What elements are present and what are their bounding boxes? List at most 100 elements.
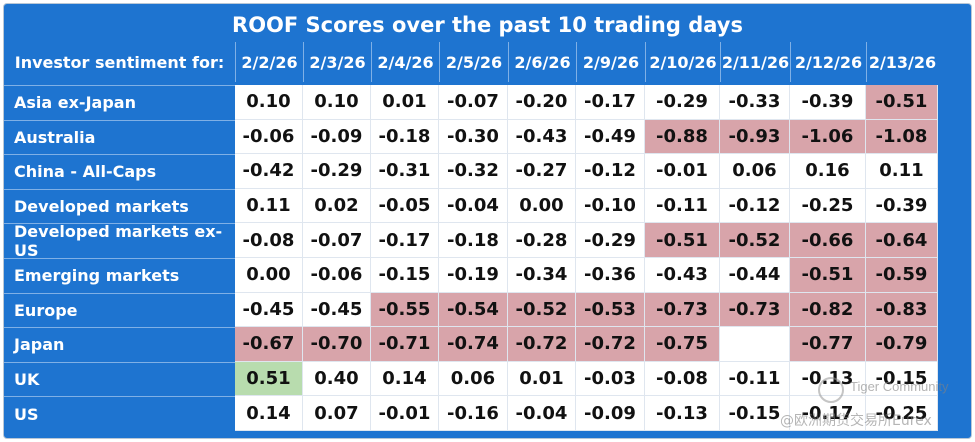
score-cell: -0.11 (645, 188, 720, 224)
score-cell: -0.16 (439, 396, 508, 431)
score-cell: -0.15 (371, 258, 439, 293)
score-cell: -0.70 (303, 327, 371, 362)
score-cell: 0.06 (720, 154, 790, 189)
score-cell: -0.43 (508, 119, 576, 155)
score-cell: -0.52 (720, 223, 790, 258)
score-cell: -0.45 (303, 292, 371, 328)
score-cell: -0.59 (866, 258, 938, 293)
row-label-7: Japan (4, 327, 235, 362)
score-cell: -0.51 (866, 85, 938, 120)
score-cell: -0.08 (235, 223, 303, 258)
score-cell: -0.19 (439, 258, 508, 293)
score-cell: -0.75 (645, 327, 720, 362)
score-cell: -0.09 (303, 119, 371, 155)
score-cell: 0.07 (303, 396, 371, 431)
score-cell: -0.12 (576, 154, 645, 189)
score-cell: -0.07 (303, 223, 371, 258)
score-cell: 0.11 (866, 154, 938, 189)
row-label-1: Australia (4, 119, 235, 155)
score-cell: -0.77 (790, 327, 866, 362)
score-cell: -0.36 (576, 258, 645, 293)
score-cell: -0.51 (645, 223, 720, 258)
score-cell: -0.32 (439, 154, 508, 189)
score-cell: -0.45 (235, 292, 303, 328)
score-cell: -0.28 (508, 223, 576, 258)
score-cell: -0.04 (508, 396, 576, 431)
score-cell: -1.06 (790, 119, 866, 155)
score-cell: -0.54 (439, 292, 508, 328)
column-header-5: 2/9/26 (576, 42, 645, 82)
row-label-4: Developed markets ex-US (4, 222, 235, 260)
score-cell: -0.39 (866, 188, 938, 224)
score-cell: -1.08 (866, 119, 938, 155)
score-cell: -0.39 (790, 85, 866, 120)
score-cell: -0.03 (576, 361, 645, 397)
column-header-7: 2/11/26 (720, 42, 790, 82)
score-cell: -0.52 (508, 292, 576, 328)
row-label-8: UK (4, 361, 235, 397)
score-cell: -0.15 (720, 396, 790, 431)
score-cell: -0.55 (371, 292, 439, 328)
score-cell: -0.05 (371, 188, 439, 224)
score-cell: -0.64 (866, 223, 938, 258)
score-cell: -0.17 (371, 223, 439, 258)
score-cell: -0.07 (439, 85, 508, 120)
score-cell: -0.11 (720, 361, 790, 397)
score-cell: -0.18 (371, 119, 439, 155)
score-cell: -0.82 (790, 292, 866, 328)
score-cell: -0.51 (790, 258, 866, 293)
score-cell: -0.25 (790, 188, 866, 224)
score-cell: 0.10 (303, 85, 371, 120)
column-header-1: 2/3/26 (303, 42, 371, 82)
column-header-0: 2/2/26 (235, 42, 303, 82)
score-cell: -0.13 (645, 396, 720, 431)
score-cell: -0.18 (439, 223, 508, 258)
score-cell: -0.49 (576, 119, 645, 155)
score-cell: -0.66 (790, 223, 866, 258)
score-cell: -0.67 (235, 327, 303, 362)
score-cell: -0.31 (371, 154, 439, 189)
score-cell: -0.04 (439, 188, 508, 224)
score-cell: -0.88 (645, 119, 720, 155)
column-header-3: 2/5/26 (439, 42, 508, 82)
score-cell: 0.11 (235, 188, 303, 224)
score-cell: -0.06 (303, 258, 371, 293)
score-cell: -0.72 (508, 327, 576, 362)
score-cell: 0.40 (303, 361, 371, 397)
score-cell: -0.83 (866, 292, 938, 328)
score-cell: -0.29 (576, 223, 645, 258)
row-label-0: Asia ex-Japan (4, 85, 235, 120)
score-cell: 0.01 (508, 361, 576, 397)
row-label-6: Europe (4, 292, 235, 328)
score-cell: -0.34 (508, 258, 576, 293)
score-cell: -0.09 (576, 396, 645, 431)
score-cell: -0.30 (439, 119, 508, 155)
row-label-5: Emerging markets (4, 258, 235, 293)
score-cell: -0.73 (720, 292, 790, 328)
score-cell: -0.93 (720, 119, 790, 155)
score-cell: 0.10 (235, 85, 303, 120)
score-cell (720, 327, 790, 362)
column-header-9: 2/13/26 (866, 42, 938, 82)
score-cell: 0.51 (235, 361, 303, 397)
score-cell: -0.72 (576, 327, 645, 362)
score-cell: 0.16 (790, 154, 866, 189)
score-cell: -0.33 (720, 85, 790, 120)
score-cell: -0.44 (720, 258, 790, 293)
score-cell: 0.02 (303, 188, 371, 224)
row-label-9: US (4, 396, 235, 431)
score-cell: 0.00 (235, 258, 303, 293)
score-cell: -0.29 (303, 154, 371, 189)
score-cell: 0.14 (371, 361, 439, 397)
score-cell: -0.79 (866, 327, 938, 362)
score-cell: 0.14 (235, 396, 303, 431)
row-label-2: China - All-Caps (4, 154, 235, 189)
score-cell: -0.53 (576, 292, 645, 328)
score-cell: -0.29 (645, 85, 720, 120)
column-header-2: 2/4/26 (371, 42, 439, 82)
score-cell: -0.17 (576, 85, 645, 120)
score-cell: -0.15 (866, 361, 938, 397)
score-cell: -0.12 (720, 188, 790, 224)
score-cell: -0.73 (645, 292, 720, 328)
chart-title: ROOF Scores over the past 10 trading day… (232, 13, 743, 37)
